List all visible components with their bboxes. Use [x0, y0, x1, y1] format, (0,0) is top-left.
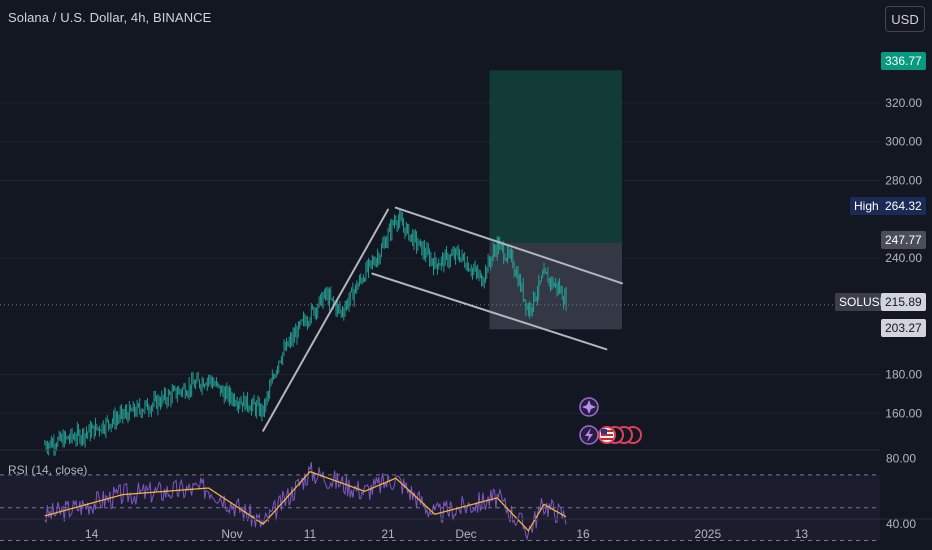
target-zone[interactable] [489, 70, 622, 244]
y-tick-label: 280.00 [885, 174, 922, 188]
y-tick-label: 300.00 [885, 135, 922, 149]
impulse-line[interactable] [262, 208, 389, 432]
x-tick-label: 13 [795, 527, 809, 541]
lightning-icon[interactable] [579, 425, 599, 445]
rsi-axis: 80.00 40.00 [886, 452, 916, 532]
channel-upper-line[interactable] [394, 206, 623, 285]
currency-button[interactable]: USD [885, 6, 925, 32]
rsi-pane [0, 449, 880, 541]
rsi-line [44, 462, 567, 541]
entry-price-tag: 247.77 [881, 231, 926, 249]
symbol-title: Solana / U.S. Dollar, 4h, BINANCE [8, 10, 212, 25]
symbol-tag: SOLUSD [835, 293, 893, 311]
high-price-tag: 264.32 [881, 197, 926, 215]
x-tick-label: 16 [576, 527, 590, 541]
rsi-tick-label: 80.00 [886, 452, 916, 466]
stop-price-tag: 203.27 [881, 319, 926, 337]
rsi-tick-label: 40.00 [886, 517, 916, 531]
x-tick-label: 2025 [694, 527, 721, 541]
channel-lower-line[interactable] [371, 272, 608, 351]
x-tick-label: 14 [85, 527, 99, 541]
event-icons[interactable] [579, 397, 642, 445]
x-tick-label: Dec [455, 527, 476, 541]
price-grid [0, 102, 880, 414]
y-tick-label: 240.00 [885, 251, 922, 265]
target-price-tag: 336.77 [881, 52, 926, 70]
rsi-label: RSI (14, close) [8, 463, 88, 477]
x-tick-label: 11 [304, 527, 317, 541]
candles [44, 209, 567, 456]
x-tick-label: Nov [221, 527, 242, 541]
y-tick-label: 180.00 [885, 368, 922, 382]
x-axis: 14 Nov 11 21 Dec 16 2025 13 [0, 518, 932, 541]
high-label-tag: High [850, 197, 883, 215]
x-tick-label: 21 [381, 527, 395, 541]
idea-icon[interactable] [579, 397, 599, 417]
rsi-ma-line [44, 470, 567, 532]
y-axis: 160.00 180.00 240.00 280.00 300.00 320.00 [885, 96, 922, 420]
last-price-tag: 215.89 [881, 293, 926, 311]
us-flag-icon[interactable] [598, 426, 642, 444]
y-tick-label: 160.00 [885, 406, 922, 420]
y-tick-label: 320.00 [885, 96, 922, 110]
